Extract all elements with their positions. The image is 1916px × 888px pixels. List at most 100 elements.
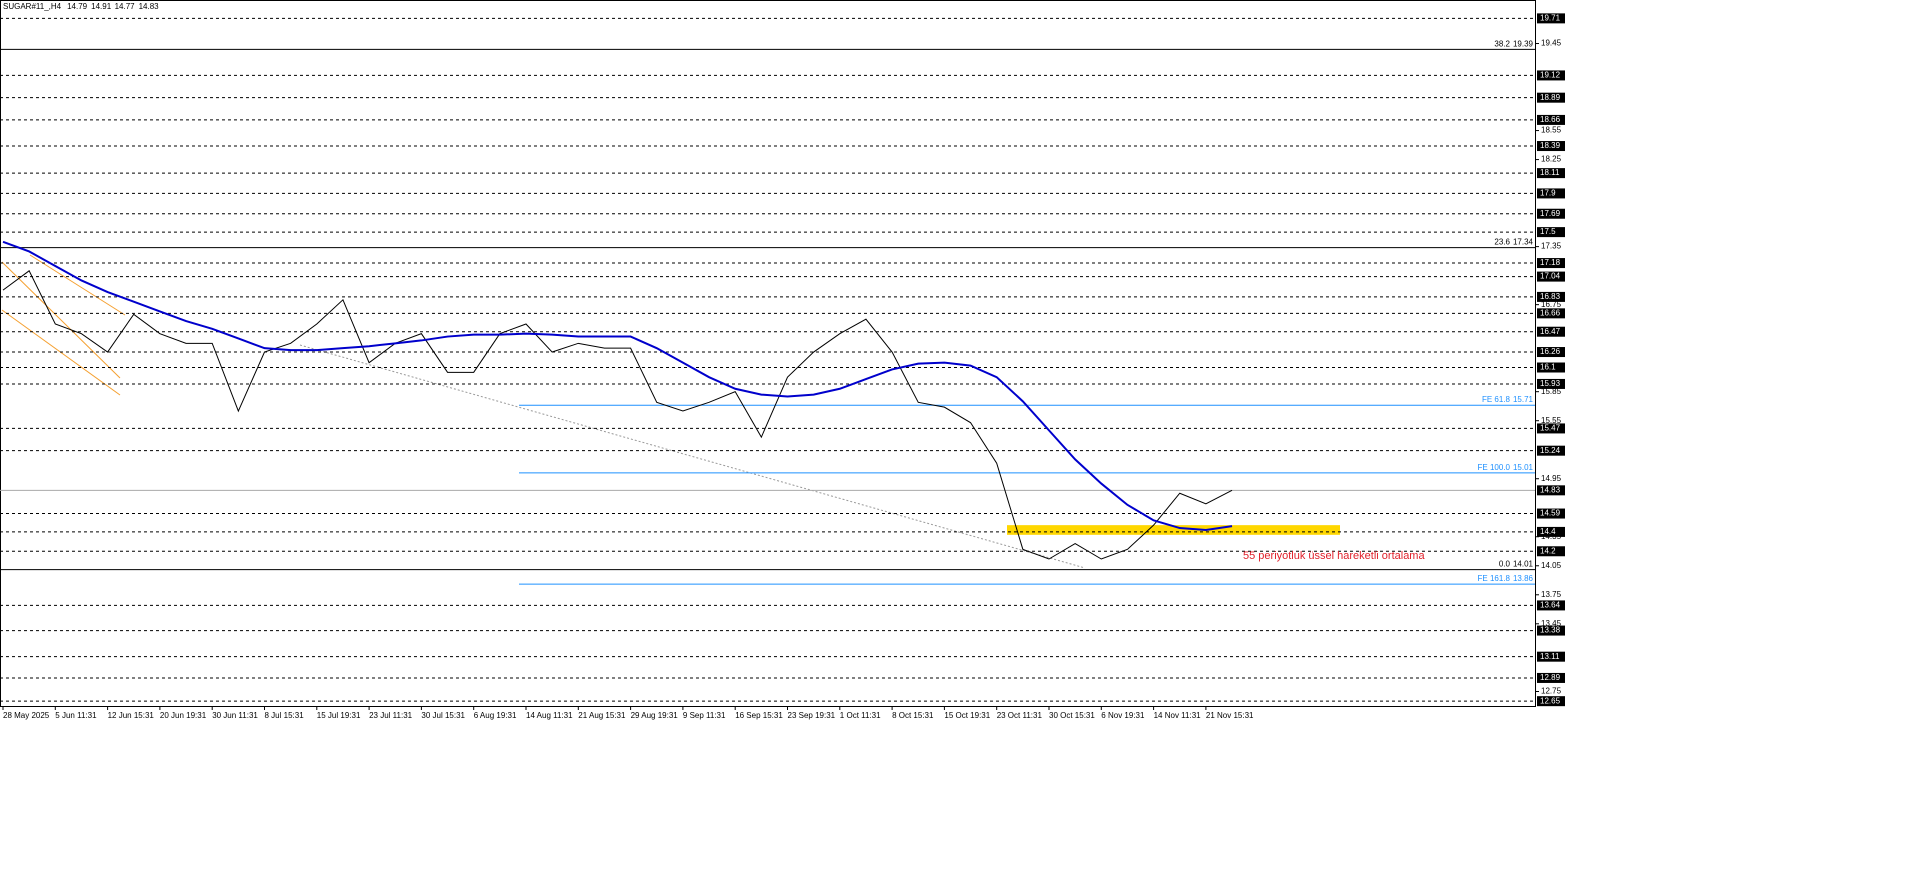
x-tick-label: 16 Sep 15:31 <box>735 711 783 720</box>
y-tick-label: 14.05 <box>1541 561 1562 570</box>
channel-line <box>1 261 121 379</box>
x-tick-label: 21 Nov 15:31 <box>1206 711 1254 720</box>
fe-label: FE 161.8 13.86 <box>1478 574 1534 583</box>
level-label: 16.1 <box>1540 363 1556 372</box>
x-tick-label: 8 Oct 15:31 <box>892 711 934 720</box>
level-label: 15.93 <box>1540 379 1561 388</box>
support-zone <box>1007 525 1340 535</box>
level-label: 17.69 <box>1540 209 1561 218</box>
level-tag <box>1537 114 1565 125</box>
y-tick-label: 18.55 <box>1541 126 1562 135</box>
series-line <box>2 270 1233 560</box>
x-tick-label: 23 Sep 19:31 <box>788 711 836 720</box>
high: 14.91 <box>91 2 112 11</box>
trend-line <box>299 344 1086 569</box>
x-tick-label: 9 Sep 11:31 <box>683 711 726 720</box>
level-tag <box>1537 526 1565 537</box>
fe-value: 15.01 <box>1513 463 1534 472</box>
header: SUGAR#11_,H4 14.79 14.91 14.77 14.83 <box>3 2 159 11</box>
level-tag <box>1537 362 1565 373</box>
level-tag <box>1537 188 1565 199</box>
level-tag <box>1537 308 1565 319</box>
x-tick-label: 30 Oct 15:31 <box>1049 711 1095 720</box>
level-label: 13.11 <box>1540 652 1560 661</box>
x-tick-label: 28 May 2025 <box>3 711 50 720</box>
fib-label: 23.6 17.34 <box>1494 238 1533 247</box>
x-tick-label: 30 Jun 11:31 <box>212 711 258 720</box>
y-tick-label: 15.55 <box>1541 416 1562 425</box>
x-tick-label: 1 Oct 11:31 <box>840 711 881 720</box>
x-tick-label: 5 Jun 11:31 <box>55 711 97 720</box>
level-label: 14.4 <box>1540 527 1556 536</box>
open: 14.79 <box>67 2 88 11</box>
level-label: 19.71 <box>1540 13 1561 22</box>
level-label: 13.38 <box>1540 626 1561 635</box>
level-tag <box>1537 258 1565 269</box>
level-tag <box>1537 672 1565 683</box>
fib-name: 0.0 <box>1499 560 1511 569</box>
level-label: 16.26 <box>1540 347 1561 356</box>
fe-name: FE 100.0 <box>1478 463 1511 472</box>
fib-value: 19.39 <box>1513 39 1534 48</box>
y-tick-label: 19.45 <box>1541 39 1562 48</box>
x-tick-label: 21 Aug 15:31 <box>578 711 626 720</box>
level-tag <box>1537 600 1565 611</box>
x-tick-label: 14 Nov 11:31 <box>1154 711 1202 720</box>
level-tag <box>1537 651 1565 662</box>
x-tick-label: 12 Jun 15:31 <box>108 711 155 720</box>
level-tag <box>1537 291 1565 302</box>
level-label: 14.59 <box>1540 509 1561 518</box>
level-label: 12.65 <box>1540 696 1561 705</box>
x-tick-label: 8 Jul 15:31 <box>265 711 305 720</box>
fe-name: FE 161.8 <box>1478 574 1511 583</box>
y-tick-label: 17.35 <box>1541 242 1562 251</box>
fe-label: FE 61.8 15.71 <box>1482 395 1534 404</box>
fib-value: 17.34 <box>1513 238 1534 247</box>
fe-value: 15.71 <box>1513 395 1534 404</box>
fib-label: 38.2 19.39 <box>1494 39 1533 48</box>
level-tag <box>1537 423 1565 434</box>
level-label: 18.66 <box>1540 115 1561 124</box>
y-tick-label: 15.85 <box>1541 387 1562 396</box>
level-tag <box>1537 445 1565 456</box>
y-tick-label: 13.75 <box>1541 590 1562 599</box>
level-label: 17.04 <box>1540 272 1561 281</box>
level-label: 18.11 <box>1540 168 1560 177</box>
price-tag <box>1537 485 1565 496</box>
fib-name: 38.2 <box>1494 39 1510 48</box>
x-tick-label: 23 Jul 11:31 <box>369 711 413 720</box>
low: 14.77 <box>115 2 136 11</box>
level-tag <box>1537 227 1565 238</box>
level-tag <box>1537 508 1565 519</box>
level-tag <box>1537 168 1565 179</box>
level-label: 14.2 <box>1540 546 1556 555</box>
fe-name: FE 61.8 <box>1482 395 1511 404</box>
price-label: 14.83 <box>1540 485 1561 494</box>
x-tick-label: 23 Oct 11:31 <box>997 711 1043 720</box>
level-label: 17.9 <box>1540 189 1556 198</box>
x-tick-label: 15 Jul 19:31 <box>317 711 361 720</box>
y-tick-label: 14.95 <box>1541 474 1562 483</box>
level-label: 15.47 <box>1540 424 1561 433</box>
y-tick-label: 16.75 <box>1541 300 1562 309</box>
level-label: 18.39 <box>1540 141 1561 150</box>
x-tick-label: 30 Jul 15:31 <box>421 711 465 720</box>
level-label: 16.83 <box>1540 292 1561 301</box>
close: 14.83 <box>139 2 160 11</box>
y-tick-label: 18.25 <box>1541 155 1562 164</box>
series-line <box>2 240 1233 531</box>
y-tick-label: 13.45 <box>1541 619 1562 628</box>
level-tag <box>1537 13 1565 24</box>
symbol: SUGAR#11_,H4 <box>3 2 62 11</box>
level-label: 15.24 <box>1540 446 1561 455</box>
fib-name: 23.6 <box>1494 238 1510 247</box>
fe-value: 13.86 <box>1513 574 1534 583</box>
level-tag <box>1537 92 1565 103</box>
x-tick-label: 6 Aug 19:31 <box>474 711 517 720</box>
y-tick-label: 12.75 <box>1541 687 1562 696</box>
fib-label: 0.0 14.01 <box>1499 560 1534 569</box>
annotation: 55 periyotluk üssel hareketli ortalama <box>1243 550 1425 562</box>
level-tag <box>1537 347 1565 358</box>
level-label: 17.18 <box>1540 258 1561 267</box>
level-tag <box>1537 326 1565 337</box>
